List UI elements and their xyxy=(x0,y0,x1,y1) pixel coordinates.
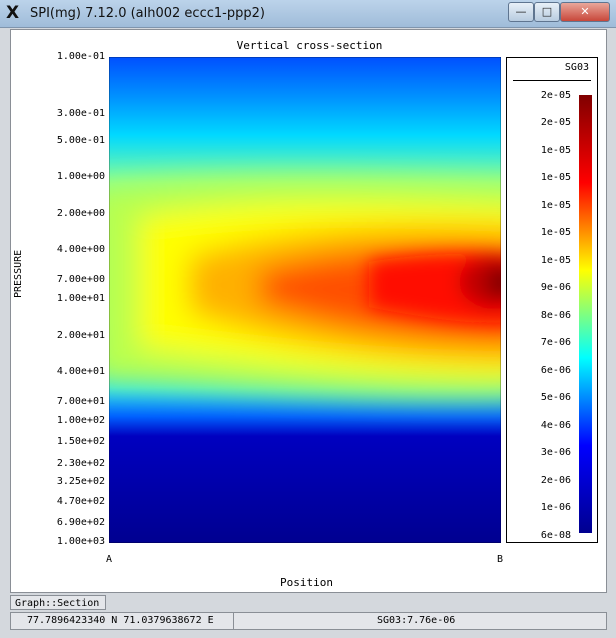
cursor-coordinates: 77.7896423340 N 71.0379638672 E xyxy=(27,615,214,626)
plot-title: Vertical cross-section xyxy=(236,39,383,52)
legend-tick-label: 1e-05 xyxy=(540,200,571,211)
x-tick-label: A xyxy=(106,554,113,565)
legend-tick-label: 1e-05 xyxy=(540,145,571,156)
y-tick-label: 1.00e-01 xyxy=(56,51,105,62)
status-divider xyxy=(233,613,234,629)
legend-divider xyxy=(513,80,591,81)
legend-tick-label: 4e-06 xyxy=(540,420,571,431)
legend-tick-label: 1e-06 xyxy=(540,502,571,513)
cursor-value: SG03:7.76e-06 xyxy=(377,615,456,626)
y-tick-label: 7.00e+01 xyxy=(56,396,105,407)
y-tick-label: 1.50e+02 xyxy=(56,436,105,447)
x-tick-label: B xyxy=(497,554,504,565)
tab-strip: Graph::Section xyxy=(10,595,607,611)
legend-tick-label: 7e-06 xyxy=(540,337,571,348)
y-tick-label: 7.00e+00 xyxy=(56,274,105,285)
x11-logo-icon: X xyxy=(6,3,20,23)
legend-tick-label: 1e-05 xyxy=(540,227,571,238)
y-tick-label: 5.00e-01 xyxy=(56,135,105,146)
tab-graph-section[interactable]: Graph::Section xyxy=(10,595,106,610)
legend-tick-label: 8e-06 xyxy=(540,310,571,321)
legend-tick-label: 6e-08 xyxy=(540,530,571,541)
x-axis-label: Position xyxy=(280,576,333,589)
legend-tick-label: 5e-06 xyxy=(540,392,571,403)
legend-tick-label: 9e-06 xyxy=(540,282,571,293)
status-bar: 77.7896423340 N 71.0379638672 E SG03:7.7… xyxy=(10,612,607,630)
legend-tick-label: 2e-06 xyxy=(540,475,571,486)
minimize-button[interactable]: — xyxy=(508,2,534,22)
y-tick-label: 6.90e+02 xyxy=(56,517,105,528)
legend-tick-label: 3e-06 xyxy=(540,447,571,458)
legend-tick-label: 6e-06 xyxy=(540,365,571,376)
y-tick-label: 1.00e+02 xyxy=(56,415,105,426)
legend-tick-label: 1e-05 xyxy=(540,255,571,266)
y-tick-label: 3.25e+02 xyxy=(56,476,105,487)
y-tick-label: 4.00e+01 xyxy=(56,366,105,377)
legend-title: SG03 xyxy=(564,62,589,73)
y-tick-label: 2.00e+01 xyxy=(56,330,105,341)
y-tick-label: 1.00e+03 xyxy=(56,536,105,547)
y-tick-label: 4.70e+02 xyxy=(56,496,105,507)
plot-canvas[interactable]: Vertical cross-section PRESSURE xyxy=(10,29,607,593)
window-title: SPI(mg) 7.12.0 (alh002 eccc1-ppp2) xyxy=(30,6,265,21)
y-tick-label: 2.30e+02 xyxy=(56,458,105,469)
y-tick-label: 2.00e+00 xyxy=(56,208,105,219)
colorbar xyxy=(579,95,592,533)
legend-tick-label: 2e-05 xyxy=(540,117,571,128)
y-tick-label: 4.00e+00 xyxy=(56,244,105,255)
cross-section-heatmap[interactable] xyxy=(109,57,501,543)
title-bar: X SPI(mg) 7.12.0 (alh002 eccc1-ppp2) — □… xyxy=(0,0,616,28)
close-button[interactable]: ✕ xyxy=(560,2,610,22)
y-tick-label: 3.00e-01 xyxy=(56,108,105,119)
color-legend: SG03 2e-05 2e-05 1e-05 1e-05 1e-05 1e-05… xyxy=(506,57,598,543)
y-tick-label: 1.00e+01 xyxy=(56,293,105,304)
y-tick-label: 1.00e+00 xyxy=(56,171,105,182)
legend-tick-label: 2e-05 xyxy=(540,90,571,101)
maximize-button[interactable]: □ xyxy=(534,2,560,22)
legend-tick-label: 1e-05 xyxy=(540,172,571,183)
